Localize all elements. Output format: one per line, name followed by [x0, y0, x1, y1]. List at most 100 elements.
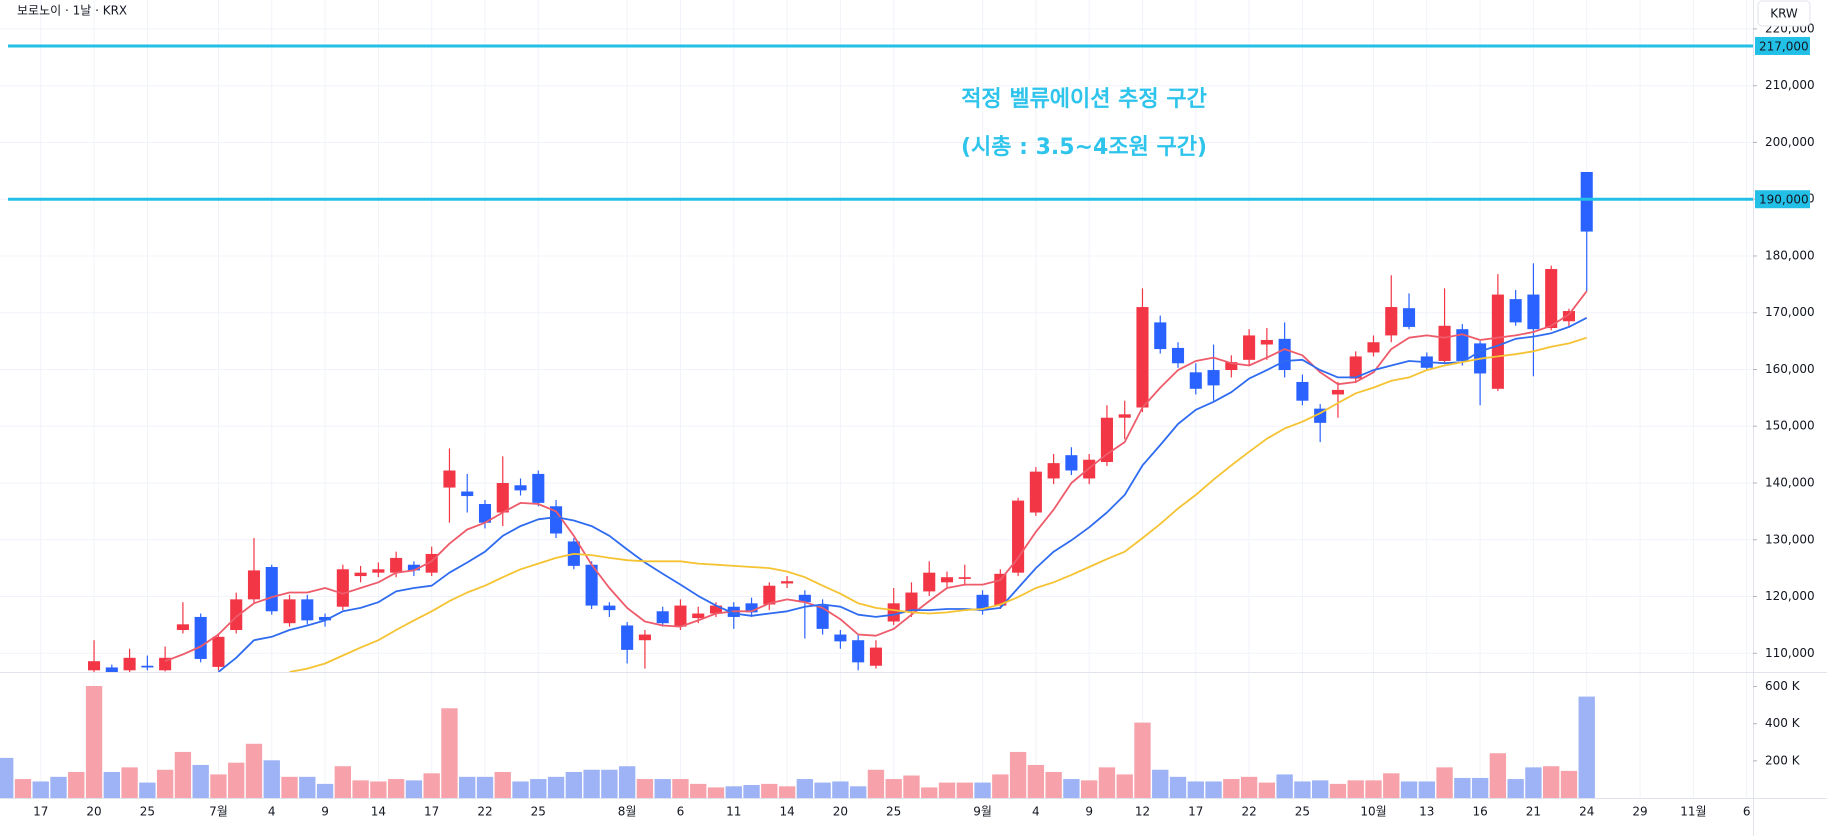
candle-body — [88, 661, 101, 671]
x-tick-label: 17 — [1188, 805, 1203, 819]
y-tick-label: 140,000 — [1765, 476, 1815, 490]
volume-bar — [476, 776, 494, 798]
level-label: 217,000 — [1759, 39, 1809, 53]
volume-bar — [174, 751, 192, 798]
volume-bar — [1365, 780, 1382, 798]
candle-body — [247, 570, 261, 600]
y-tick-label: 160,000 — [1765, 362, 1815, 376]
volume-bar — [50, 776, 67, 798]
candle-body — [638, 634, 651, 641]
currency-label[interactable]: KRW — [1770, 7, 1798, 21]
volume-bar — [583, 769, 600, 798]
candle-body — [1118, 414, 1131, 418]
volume-bar — [1169, 776, 1187, 798]
volume-bar — [192, 764, 209, 798]
candle-body — [1491, 294, 1504, 389]
volume-bar — [1312, 780, 1329, 798]
volume-bar — [441, 708, 458, 798]
x-tick-label: 14 — [371, 805, 386, 819]
candle-body — [692, 613, 705, 619]
volume-bar — [228, 762, 245, 798]
candle-body — [1225, 362, 1238, 371]
volume-bar — [1454, 777, 1471, 798]
candle-body — [603, 605, 616, 611]
candle-body — [336, 569, 349, 607]
candle-body — [105, 667, 118, 672]
candle-body — [230, 599, 243, 630]
x-tick-label: 9 — [321, 805, 329, 819]
candle-body — [194, 616, 207, 659]
currency-button[interactable]: KRW — [1757, 0, 1811, 27]
candle-body — [1331, 389, 1344, 395]
y-tick-label: 120,000 — [1765, 589, 1815, 603]
volume-bar — [156, 769, 174, 798]
candle-body — [1562, 311, 1576, 322]
volume-bar — [1063, 779, 1080, 798]
y-tick-label: 130,000 — [1765, 532, 1815, 546]
x-tick-label: 16 — [1472, 805, 1487, 819]
volume-bar — [1240, 776, 1258, 798]
volume-bar — [210, 774, 227, 798]
volume-bar — [956, 782, 973, 798]
volume-bar — [1436, 767, 1453, 798]
x-tick-label: 20 — [86, 805, 101, 819]
x-tick-label: 8월 — [618, 805, 637, 819]
volume-bar — [1471, 777, 1489, 798]
volume-bar — [992, 774, 1009, 798]
volume-bar — [512, 781, 529, 798]
volume-bar — [334, 766, 352, 798]
candle-body — [301, 599, 314, 621]
candle-body — [514, 485, 527, 491]
candle-body — [496, 483, 509, 513]
candle-body — [852, 640, 865, 663]
volume-bar — [1187, 781, 1204, 798]
level-label-box — [1755, 36, 1810, 55]
candle-body — [976, 594, 989, 611]
moving-average-line — [164, 290, 1588, 663]
volume-bar — [1400, 781, 1418, 798]
volume-bar — [778, 786, 796, 798]
chart-title: 보로노이 · 1날 · KRX — [17, 4, 127, 18]
y-tick-label: 180,000 — [1765, 248, 1815, 262]
volume-bar — [1347, 780, 1364, 798]
volume-bar — [245, 743, 263, 798]
candle-body — [1207, 370, 1220, 386]
x-tick-label: 9월 — [973, 805, 992, 819]
x-tick-label: 6 — [677, 805, 685, 819]
candle-body — [1296, 381, 1309, 401]
candle-body — [1385, 307, 1398, 336]
volume-bar — [139, 782, 156, 798]
candle-body — [674, 605, 687, 627]
moving-average-line — [289, 336, 1587, 672]
volume-bar — [299, 776, 316, 798]
volume-bar — [1134, 722, 1151, 798]
candle-body — [1349, 356, 1362, 379]
candle-body — [212, 636, 225, 667]
volume-bar — [690, 783, 707, 798]
volume-bar — [1418, 781, 1435, 798]
currency-button-box[interactable] — [1757, 0, 1811, 27]
volume-bar — [281, 776, 298, 798]
volume-pane — [0, 686, 1595, 798]
candle-body — [1029, 471, 1042, 513]
candle-body — [834, 634, 847, 642]
y-tick-label: 110,000 — [1765, 646, 1815, 660]
y-tick-label: 200,000 — [1765, 135, 1815, 149]
candle-body — [994, 573, 1007, 606]
volume-bar — [85, 686, 103, 798]
level-label-box — [1755, 190, 1810, 209]
candle-body — [905, 592, 918, 612]
volume-bar — [1560, 770, 1578, 798]
volume-bar — [832, 781, 849, 798]
volume-bar — [1152, 769, 1169, 798]
volume-tick-label: 600 K — [1765, 679, 1801, 693]
volume-bar — [672, 779, 689, 798]
candle-body — [478, 504, 492, 523]
x-tick-label: 17 — [33, 805, 48, 819]
volume-bar — [725, 786, 742, 798]
axes: 110,000 120,000 130,000 140,000 150,000 160,0… — [8, 21, 1815, 819]
candle-body — [1171, 347, 1185, 364]
x-tick-label: 4 — [1032, 805, 1040, 819]
x-tick-label: 25 — [531, 805, 546, 819]
x-tick-label: 10월 — [1360, 805, 1386, 819]
